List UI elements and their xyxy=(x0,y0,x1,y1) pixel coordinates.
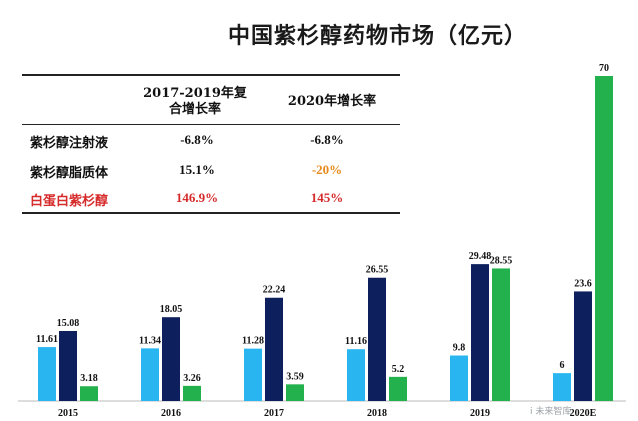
bar-2015-series-2 xyxy=(59,330,77,401)
table-top-rule xyxy=(22,74,400,76)
table-bottom-rule xyxy=(22,212,400,214)
value-label-2016-series-3: 3.26 xyxy=(183,373,201,384)
value-label-2020E-series-3: 70 xyxy=(599,63,609,74)
row-injection-cagr: -6.8% xyxy=(180,132,214,147)
value-label-2017-series-2: 22.24 xyxy=(263,285,286,296)
x-tick-label-2019: 2019 xyxy=(470,408,490,419)
bar-2017-series-1 xyxy=(244,348,262,401)
bar-2018-series-3 xyxy=(389,376,407,401)
value-label-2017-series-3: 3.59 xyxy=(286,371,304,382)
x-tick-label-2020E: 2020E xyxy=(570,408,597,419)
row-injection-2020: -6.8% xyxy=(310,132,344,147)
row-label-injection: 紫杉醇注射液 xyxy=(30,136,109,151)
bar-2018-series-1 xyxy=(347,349,365,401)
chart-title: 中国紫杉醇药物市场（亿元） xyxy=(228,24,528,49)
x-tick-label-2018: 2018 xyxy=(367,408,387,419)
row-albumin-cagr: 146.9% xyxy=(175,190,219,205)
value-label-2019-series-1: 9.8 xyxy=(453,343,466,354)
row-liposome-cagr: 15.1% xyxy=(179,162,215,177)
bar-2015-series-1 xyxy=(38,347,56,401)
value-label-2017-series-1: 11.28 xyxy=(242,336,264,347)
bar-2018-series-2 xyxy=(368,277,386,401)
value-label-2018-series-2: 26.55 xyxy=(366,265,389,276)
value-label-2016-series-2: 18.05 xyxy=(160,304,183,315)
table-header-2020: 2020年增长率 xyxy=(287,94,377,109)
bar-2016-series-1 xyxy=(141,348,159,401)
value-label-2020E-series-1: 6 xyxy=(560,360,565,371)
row-label-liposome: 紫杉醇脂质体 xyxy=(30,166,109,181)
bar-2020E-series-2 xyxy=(574,291,592,401)
bar-2017-series-2 xyxy=(265,297,283,401)
x-tick-label-2015: 2015 xyxy=(58,408,78,419)
value-label-2020E-series-2: 23.6 xyxy=(574,278,592,289)
row-albumin-2020: 145% xyxy=(310,190,344,205)
value-label-2015-series-3: 3.18 xyxy=(80,373,98,384)
value-label-2015-series-2: 15.08 xyxy=(57,318,80,329)
value-label-2018-series-3: 5.2 xyxy=(392,364,405,375)
row-label-albumin: 白蛋白紫杉醇 xyxy=(30,194,109,209)
bar-2020E-series-3 xyxy=(595,76,613,401)
bar-2019-series-3 xyxy=(492,268,510,401)
value-label-2019-series-2: 29.48 xyxy=(469,251,492,262)
value-label-2015-series-1: 11.61 xyxy=(36,334,58,345)
bar-2019-series-2 xyxy=(471,264,489,401)
watermark: i 未来智库 xyxy=(530,407,572,417)
table-header-rule xyxy=(22,124,400,125)
bar-2020E-series-1 xyxy=(553,373,571,401)
bar-2016-series-2 xyxy=(162,317,180,401)
bar-2017-series-3 xyxy=(286,384,304,401)
table-header-cagr: 2017-2019年复合增长率 xyxy=(143,86,247,117)
x-tick-label-2017: 2017 xyxy=(264,408,284,419)
bar-2019-series-1 xyxy=(450,355,468,401)
value-label-2019-series-3: 28.55 xyxy=(490,255,513,266)
x-tick-label-2016: 2016 xyxy=(161,408,181,419)
bar-2016-series-3 xyxy=(183,385,201,401)
value-label-2016-series-1: 11.34 xyxy=(139,335,161,346)
value-label-2018-series-1: 11.16 xyxy=(345,336,367,347)
row-liposome-2020: -20% xyxy=(311,162,343,177)
bar-2015-series-3 xyxy=(80,386,98,401)
